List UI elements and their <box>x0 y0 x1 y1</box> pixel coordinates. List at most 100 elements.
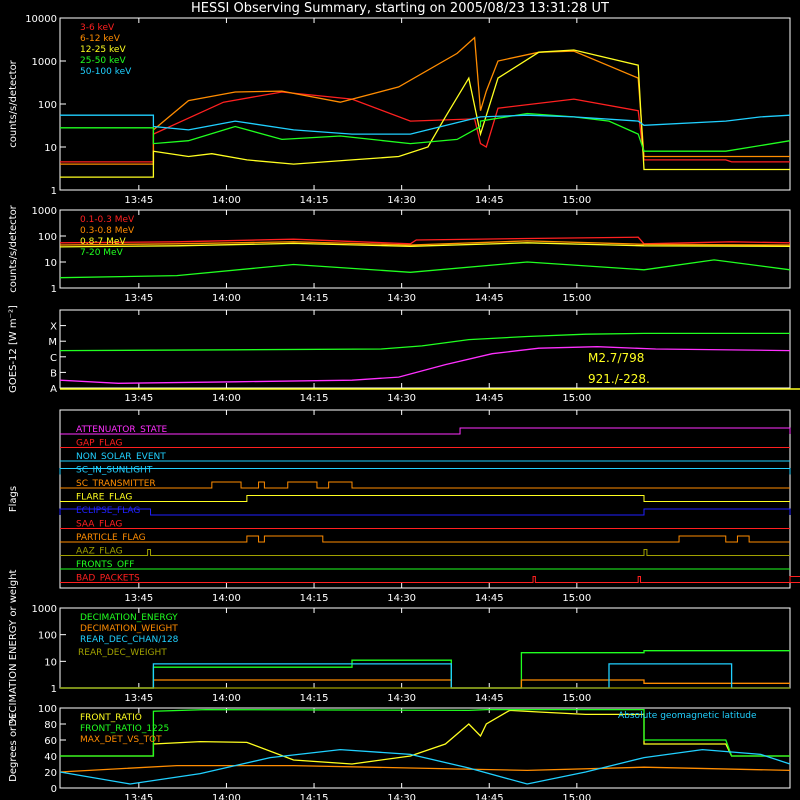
flag-line-sc-in-sunlight <box>59 468 791 475</box>
legend-entry: 25-50 keV <box>80 56 126 66</box>
x-tick-label: 13:45 <box>124 793 153 800</box>
x-tick-label: 13:45 <box>124 195 153 206</box>
flag-line-aaz-flag <box>60 549 790 556</box>
series-line <box>60 49 790 178</box>
panel-frame <box>59 409 791 589</box>
x-tick-label: 13:45 <box>124 593 153 604</box>
y-tick-label: 1000 <box>32 57 57 68</box>
series-line <box>59 764 791 773</box>
x-tick-label: 14:30 <box>387 195 416 206</box>
y-tick-label: C <box>50 353 57 364</box>
flag-label: PARTICLE_FLAG <box>76 533 146 543</box>
legend-entry: 50-100 keV <box>80 67 132 77</box>
x-tick-label: 13:45 <box>124 293 153 304</box>
x-tick-label: 14:00 <box>212 393 241 404</box>
chart-title: HESSI Observing Summary, starting on 200… <box>191 1 609 16</box>
flag-label: FLARE_FLAG <box>76 493 132 503</box>
x-tick-label: 14:30 <box>387 693 416 704</box>
y-tick-label: 10 <box>44 143 57 154</box>
y-tick-label: 100 <box>38 631 57 642</box>
x-tick-label: 15:00 <box>562 793 591 800</box>
legend-entry: DECIMATION_ENERGY <box>80 613 178 623</box>
flag-label: SC_IN_SUNLIGHT <box>76 466 153 476</box>
y-tick-label: 80 <box>44 720 57 731</box>
x-tick-label: 14:30 <box>387 393 416 404</box>
panel-flags: Flags 13:45 14:00 14:15 14:30 14:45 15:00 ATTEN… <box>8 409 800 604</box>
y-tick-label: 100 <box>38 704 57 715</box>
flag-line-eclipse-flag <box>59 508 791 516</box>
x-tick-label: 15:00 <box>562 393 591 404</box>
x-tick-label: 14:00 <box>212 593 241 604</box>
legend-entry: 0.1-0.3 MeV <box>80 215 135 225</box>
y-tick-label: M <box>48 337 57 348</box>
x-tick-label: 14:15 <box>300 293 329 304</box>
y-axis-label: counts/s/detector <box>8 59 19 147</box>
goes-annotation: 921./-228. <box>588 372 650 386</box>
ratio-annotation: Absolute geomagnetic latitude <box>618 711 757 721</box>
x-tick-label: 15:00 <box>562 195 591 206</box>
y-tick-label: X <box>50 322 57 333</box>
panel-lightcurves-low: 1 10 100 1000 10000 counts/s/detector 13:45 14:… <box>8 14 791 206</box>
series-line <box>59 748 791 785</box>
panel-lightcurves-high: 1 10 100 1000 counts/s/detector 13:45 14:00 14:… <box>8 204 791 304</box>
legend-entry: 6-12 keV <box>80 34 121 44</box>
series-line <box>60 114 791 135</box>
flag-label: ATTENUATOR_STATE <box>76 425 168 435</box>
legend-entry: 0.3-0.8 MeV <box>80 226 135 236</box>
x-tick-label: 14:15 <box>300 393 329 404</box>
flag-line-bad-packets <box>60 576 800 583</box>
y-tick-label: 100 <box>38 100 57 111</box>
legend-entry: DECIMATION_WEIGHT <box>80 624 178 634</box>
goes-annotation: M2.7/798 <box>588 351 644 365</box>
x-tick-label: 14:45 <box>475 195 504 206</box>
y-tick-label: 40 <box>44 752 57 763</box>
y-axis-label: counts/s/detector <box>8 204 19 292</box>
y-tick-label: 1 <box>51 284 57 295</box>
y-axis-label: Flags <box>8 486 19 512</box>
x-tick-label: 14:30 <box>387 793 416 800</box>
legend-entry: 7-20 MeV <box>80 248 124 258</box>
flag-label: AAZ_FLAG <box>76 547 123 557</box>
legend-entry: 0.8-7 MeV <box>80 237 126 247</box>
flag-label: GAP_FLAG <box>76 439 122 449</box>
series-line <box>59 346 791 384</box>
flag-line-particle-flag <box>60 535 790 543</box>
x-tick-label: 14:30 <box>387 293 416 304</box>
series-line <box>60 91 790 163</box>
x-tick-label: 13:45 <box>124 693 153 704</box>
y-tick-label: 1000 <box>32 604 57 615</box>
y-tick-label: 10 <box>44 258 57 269</box>
y-tick-label: A <box>50 384 57 395</box>
panel-frame <box>59 209 791 289</box>
panel-frame <box>59 707 791 789</box>
x-tick-label: 14:15 <box>300 593 329 604</box>
series-line <box>60 708 790 757</box>
legend-entry: MAX_DET_VS_TOT <box>80 735 162 745</box>
y-tick-label: 20 <box>44 768 57 779</box>
legend-entry: 3-6 keV <box>80 23 115 33</box>
legend-entry: REAR_DEC_CHAN/128 <box>80 635 179 645</box>
panel-frame <box>59 309 791 389</box>
y-tick-label: 1 <box>51 684 57 695</box>
y-tick-label: B <box>50 368 57 379</box>
y-tick-label: 1 <box>51 186 57 197</box>
flag-line-attenuator-state <box>60 427 791 435</box>
x-tick-label: 14:45 <box>475 393 504 404</box>
flag-label: SC_TRANSMITTER <box>76 479 156 489</box>
x-tick-label: 15:00 <box>562 693 591 704</box>
series-line <box>59 332 790 352</box>
flag-label: BAD_PACKETS <box>76 574 140 584</box>
y-tick-label: 0 <box>51 784 57 795</box>
x-tick-label: 14:45 <box>475 793 504 800</box>
series-line <box>59 242 791 248</box>
x-tick-label: 14:15 <box>300 195 329 206</box>
panel-decimation: 1 10 100 1000 DECIMATION ENERGY or weight 13:… <box>8 569 791 726</box>
x-tick-label: 14:15 <box>300 693 329 704</box>
y-tick-label: 60 <box>44 736 57 747</box>
flag-label: FRONTS_OFF <box>76 560 134 570</box>
panel-ratios: 0 20 40 60 80 100 Degrees or % 13:45 14:00 14:15 1… <box>8 704 791 800</box>
x-tick-label: 14:00 <box>212 693 241 704</box>
series-line <box>59 240 791 246</box>
